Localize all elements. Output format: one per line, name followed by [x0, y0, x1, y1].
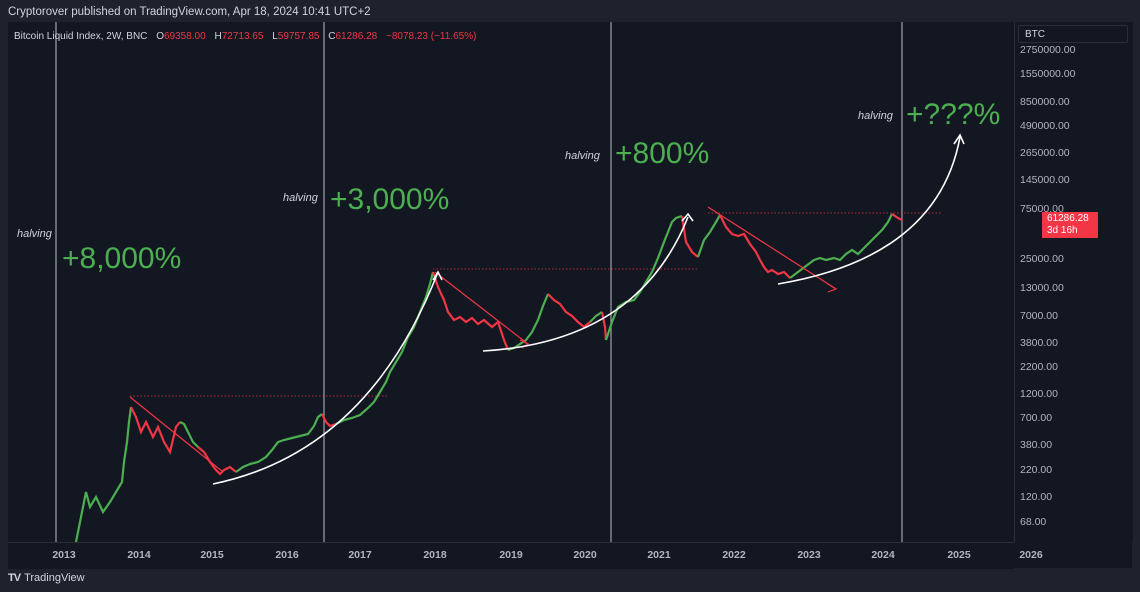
- halving-label-2016: halving: [283, 192, 318, 204]
- price-tick: 220.00: [1020, 464, 1053, 476]
- open-value: 69358.00: [163, 31, 206, 42]
- ohlc-legend: Bitcoin Liquid Index, 2W, BNC O69358.00 …: [14, 31, 476, 42]
- price-tick: 145000.00: [1020, 174, 1070, 186]
- price-tick: 120.00: [1020, 491, 1053, 503]
- close-label: C: [328, 31, 336, 42]
- price-tick: 68.00: [1020, 516, 1047, 528]
- year-tick: 2017: [348, 549, 372, 561]
- publisher-caption: Cryptorover published on TradingView.com…: [8, 6, 371, 18]
- candles: [74, 213, 903, 542]
- symbol-title[interactable]: Bitcoin Liquid Index, 2W, BNC: [14, 31, 148, 42]
- low-label: L: [272, 31, 278, 42]
- halving-label-2024: halving: [858, 110, 893, 122]
- year-tick: 2022: [722, 549, 746, 561]
- chart-pane[interactable]: [8, 22, 1132, 568]
- halving-label-2020: halving: [565, 150, 600, 162]
- price-axis[interactable]: [1014, 22, 1133, 542]
- year-tick: 2013: [52, 549, 76, 561]
- tradingview-logo[interactable]: TV TradingView: [8, 572, 85, 584]
- bar-countdown: 3d 16h: [1047, 225, 1078, 236]
- last-price: 61286.28: [1047, 213, 1089, 224]
- year-tick: 2020: [573, 549, 597, 561]
- year-tick: 2015: [200, 549, 224, 561]
- price-tick: 850000.00: [1020, 96, 1070, 108]
- price-tick: 700.00: [1020, 412, 1053, 424]
- halving-label-2012: halving: [17, 228, 52, 240]
- year-tick: 2024: [871, 549, 895, 561]
- year-tick: 2026: [1019, 549, 1043, 561]
- year-tick: 2019: [499, 549, 523, 561]
- parabolic-curves: [212, 133, 965, 485]
- downtrend-lines: [129, 206, 838, 473]
- year-tick: 2016: [275, 549, 299, 561]
- close-value: 61286.28: [335, 31, 378, 42]
- low-value: 59757.85: [277, 31, 320, 42]
- change-value: −8078.23 (−11.65%): [386, 31, 477, 42]
- open-label: O: [156, 31, 164, 42]
- tradingview-logo-icon: TV: [8, 572, 21, 584]
- year-tick: 2018: [423, 549, 447, 561]
- price-tick: 1200.00: [1020, 388, 1058, 400]
- year-tick: 2014: [127, 549, 151, 561]
- tradingview-logo-text: TradingView: [24, 572, 85, 584]
- gain-label-2020: +800%: [615, 137, 710, 170]
- price-tick: 7000.00: [1020, 310, 1058, 322]
- gain-label-2012: +8,000%: [62, 242, 182, 275]
- currency-label[interactable]: BTC: [1018, 25, 1128, 43]
- price-plot: [55, 22, 965, 542]
- gain-label-2016: +3,000%: [330, 183, 450, 216]
- last-price-tag: 61286.28 3d 16h: [1042, 212, 1098, 238]
- price-tick: 3800.00: [1020, 337, 1058, 349]
- price-tick: 2750000.00: [1020, 44, 1076, 56]
- price-tick: 490000.00: [1020, 120, 1070, 132]
- high-label: H: [214, 31, 222, 42]
- time-axis[interactable]: [8, 542, 1014, 569]
- price-tick: 380.00: [1020, 439, 1053, 451]
- price-tick: 2200.00: [1020, 361, 1058, 373]
- year-tick: 2021: [647, 549, 671, 561]
- gain-label-2024: +???%: [906, 98, 1001, 131]
- price-tick: 1550000.00: [1020, 68, 1076, 80]
- price-tick: 25000.00: [1020, 253, 1064, 265]
- high-value: 72713.65: [221, 31, 264, 42]
- price-tick: 265000.00: [1020, 147, 1070, 159]
- year-tick: 2025: [947, 549, 971, 561]
- price-tick: 13000.00: [1020, 282, 1064, 294]
- year-tick: 2023: [797, 549, 821, 561]
